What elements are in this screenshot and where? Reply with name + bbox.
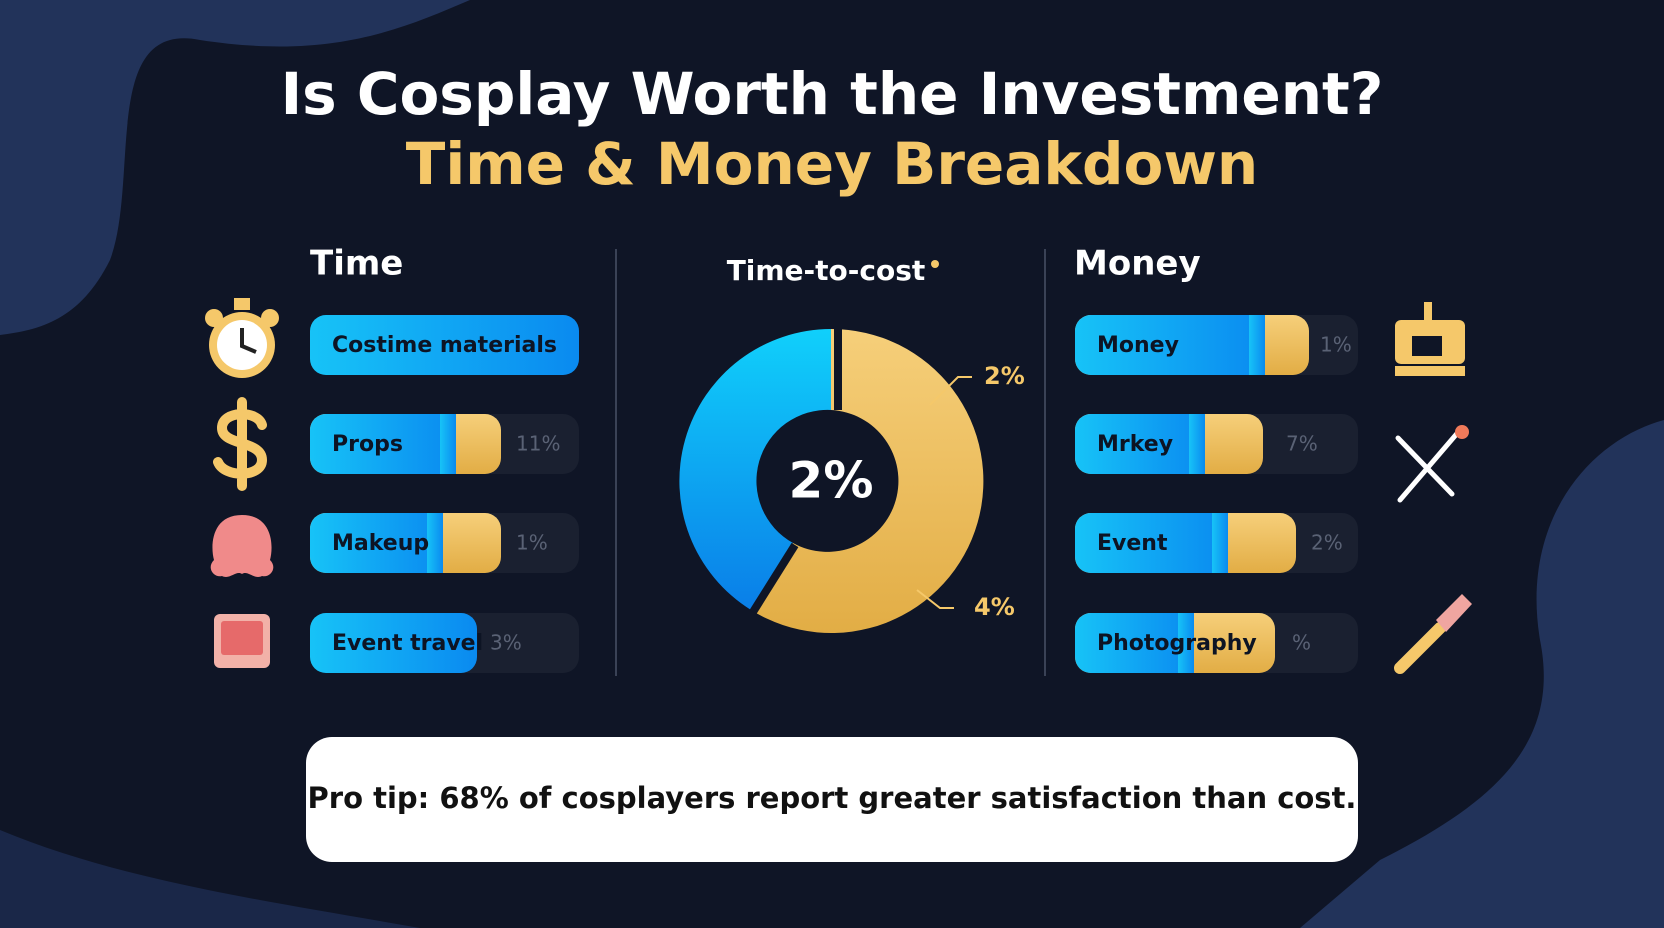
bar-percent: 1% — [516, 531, 548, 555]
tip-text: Pro tip: 68% of cosplayers report greate… — [308, 781, 1357, 815]
bar-percent: 7% — [1286, 432, 1318, 456]
bar-blue — [1249, 315, 1265, 375]
bar-blue — [1178, 613, 1194, 673]
bar-blue — [427, 513, 443, 573]
tools-icon — [1395, 425, 1469, 503]
donut — [679, 328, 984, 633]
donut-segment — [751, 328, 984, 633]
bar-blue — [1075, 414, 1205, 474]
bar-blue — [310, 513, 443, 573]
bar-percent: % — [1292, 631, 1311, 655]
donut-heading: Time-to-cost — [727, 254, 926, 287]
bar-label: Event — [1097, 531, 1168, 556]
stopwatch-icon — [205, 298, 279, 378]
column-heading: Money — [1074, 244, 1201, 284]
donut-label: 2% — [984, 362, 1025, 390]
tablet-icon — [214, 614, 270, 668]
subtitle: Time & Money Breakdown — [406, 130, 1258, 198]
donut-center: 2% — [789, 452, 874, 510]
dot — [931, 260, 939, 268]
sewing-machine-icon — [1395, 302, 1465, 376]
bar-label: Costime materials — [332, 333, 557, 358]
bar-blue — [1075, 613, 1194, 673]
blob — [1300, 420, 1664, 928]
wig-icon — [210, 515, 274, 577]
bar-blue — [310, 613, 477, 673]
bar-blue — [440, 414, 456, 474]
bar-blue — [310, 414, 456, 474]
donut-segment — [679, 329, 831, 610]
donut-label: 4% — [974, 593, 1015, 621]
bar-label: Event travel — [332, 631, 483, 656]
blob — [0, 0, 470, 335]
bar-blue — [310, 315, 579, 375]
bar-blue — [1212, 513, 1228, 573]
title: Is Cosplay Worth the Investment? — [281, 60, 1384, 128]
bar-percent: 11% — [516, 432, 560, 456]
bar-percent: 3% — [490, 631, 522, 655]
bar-label: Photography — [1097, 631, 1257, 656]
bar-label: Makeup — [332, 531, 429, 556]
bar-percent: 1% — [1320, 333, 1352, 357]
blob — [0, 830, 420, 928]
bar-label: Mrkey — [1097, 432, 1173, 457]
bar-label: Money — [1097, 333, 1179, 358]
bar-blue — [1075, 513, 1228, 573]
bar-blue — [1189, 414, 1205, 474]
bar-percent: 2% — [1311, 531, 1343, 555]
column-heading: Time — [310, 244, 403, 284]
tip-box — [306, 737, 1358, 862]
bar-blue — [1075, 315, 1265, 375]
brush-icon — [1394, 594, 1472, 674]
bar-label: Props — [332, 432, 403, 457]
dollar-icon — [213, 397, 268, 491]
